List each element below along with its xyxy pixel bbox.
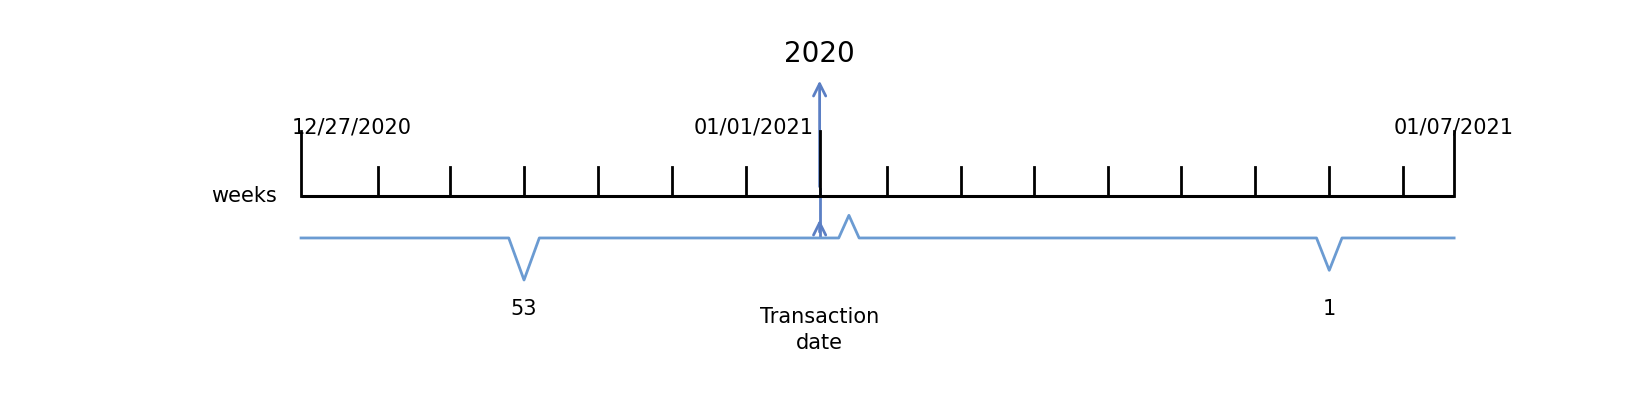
Text: 2020: 2020 [784,40,855,68]
Text: 1: 1 [1323,299,1337,319]
Text: 01/01/2021: 01/01/2021 [694,118,814,138]
Text: 01/07/2021: 01/07/2021 [1394,118,1514,138]
Text: weeks: weeks [210,186,276,206]
Text: date: date [796,333,843,353]
Text: 12/27/2020: 12/27/2020 [293,118,413,138]
Text: 53: 53 [511,299,538,319]
Text: Transaction: Transaction [760,307,880,327]
